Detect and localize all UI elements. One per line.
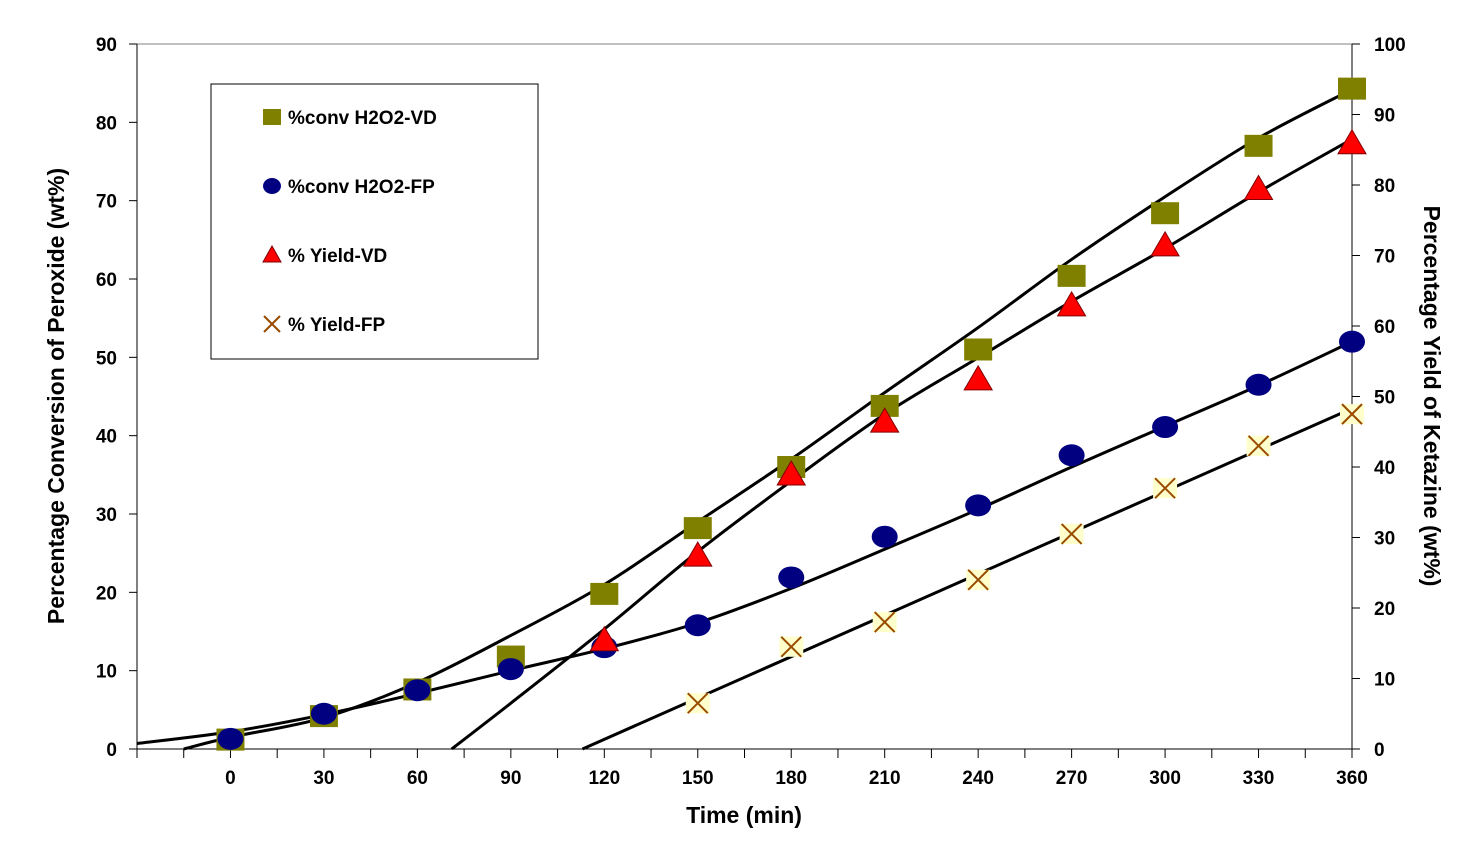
point-x-3-3 (966, 569, 991, 591)
y2-tick-label: 40 (1374, 458, 1395, 479)
point-square-0-10 (1151, 202, 1180, 225)
legend-label-conv-fp: %conv H2O2-FP (288, 177, 435, 198)
y-tick-label: 40 (96, 427, 117, 448)
y2-tick-label: 20 (1374, 599, 1395, 620)
axes: 0 30 60 90 120 150 180 210 240 270 300 330 360010203… (96, 35, 1406, 789)
legend-symbols (262, 109, 282, 333)
point-square-0-8 (964, 338, 993, 361)
point-square-0-12 (1338, 77, 1366, 100)
point-x-3-2-stroke (873, 611, 896, 633)
x-tick-label: 30 (313, 768, 334, 789)
x-tick-label: 150 (682, 768, 714, 789)
point-x-3-6 (1246, 435, 1271, 457)
point-x-3-6-stroke (1247, 435, 1270, 457)
legend-box (210, 83, 539, 360)
y2-tick-label: 30 (1374, 529, 1395, 550)
y2-tick-label: 70 (1374, 247, 1395, 268)
point-square-0-4 (590, 582, 619, 605)
x-axis-title: Time (min) (686, 802, 802, 828)
point-triangle-2-4 (963, 364, 994, 391)
point-x-3-3-stroke (967, 569, 989, 591)
x-tick-label: 270 (1056, 768, 1088, 789)
point-triangle-2-0 (589, 625, 620, 652)
point-x-3-1 (779, 636, 804, 658)
point-circle-1-0 (217, 727, 244, 750)
legend-label-yield-vd: % Yield-VD (288, 246, 387, 267)
point-circle-1-1 (310, 702, 337, 725)
y-tick-label: 60 (96, 270, 117, 291)
legend-label-conv-vd: %conv H2O2-VD (288, 108, 437, 129)
x-tick-label: 120 (588, 768, 620, 789)
point-circle-1-6 (778, 566, 805, 589)
point-square-0-11 (1244, 134, 1273, 157)
point-circle-1-12 (1339, 330, 1365, 353)
point-x-3-0 (685, 692, 710, 714)
point-circle-1-7 (871, 525, 898, 548)
point-circle-1-9 (1058, 444, 1085, 467)
point-circle-1-3 (497, 658, 524, 681)
x-tick-label: 0 (225, 768, 236, 789)
point-x-3-5 (1153, 477, 1178, 499)
y-tick-label: 50 (96, 348, 117, 369)
x-tick-label: 330 (1243, 768, 1275, 789)
point-x-3-7-stroke (1341, 403, 1363, 425)
y2-tick-label: 100 (1374, 35, 1406, 56)
point-square-0-7 (870, 394, 899, 417)
x-tick-label: 210 (869, 768, 901, 789)
point-x-3-4 (1059, 523, 1084, 545)
point-circle-1-2 (404, 679, 431, 702)
y-tick-label: 10 (96, 662, 117, 683)
data-marks (216, 77, 1367, 751)
y2-tick-label: 50 (1374, 388, 1395, 409)
point-x-3-2 (872, 611, 897, 633)
point-circle-1-8 (965, 494, 992, 517)
x-tick-label: 60 (407, 768, 428, 789)
point-square-0-5 (683, 517, 712, 540)
point-x-3-4-stroke (1060, 523, 1083, 545)
point-triangle-2-2 (776, 460, 807, 486)
point-triangle-2-6 (1150, 230, 1180, 257)
x-tick-label: 360 (1336, 768, 1368, 789)
point-triangle-2-1 (682, 541, 713, 567)
point-triangle-2-5 (1056, 290, 1087, 317)
point-triangle-2-3 (869, 407, 900, 433)
y-tick-label: 0 (106, 740, 117, 761)
legend-symbol-2 (262, 244, 282, 263)
point-circle-1-11 (1245, 373, 1272, 396)
legend-symbol-1 (263, 178, 281, 194)
point-x-3-5-stroke (1154, 477, 1176, 499)
legend: %conv H2O2-VD %conv H2O2-FP % Yield-VD %… (210, 83, 539, 360)
y-tick-label: 90 (96, 35, 117, 56)
point-circle-1-5 (684, 614, 711, 637)
x-tick-label: 300 (1149, 768, 1181, 789)
legend-symbol-0 (263, 109, 281, 125)
y-tick-label: 20 (96, 583, 117, 604)
y2-tick-label: 60 (1374, 317, 1395, 338)
point-circle-1-10 (1152, 416, 1179, 439)
legend-symbol-stroke (263, 315, 281, 333)
y-axis-title: Percentage Conversion of Peroxide (wt%) (43, 168, 69, 624)
y2-tick-label: 0 (1374, 740, 1385, 761)
x-tick-label: 180 (775, 768, 807, 789)
legend-label-yield-fp: % Yield-FP (288, 315, 385, 336)
y2-tick-label: 90 (1374, 106, 1395, 127)
x-tick-label: 90 (500, 768, 521, 789)
y-tick-label: 30 (96, 505, 117, 526)
x-tick-label: 240 (962, 768, 994, 789)
point-x-3-1-stroke (780, 636, 802, 658)
y2-tick-label: 10 (1374, 670, 1395, 691)
point-square-0-9 (1057, 264, 1086, 287)
y-tick-label: 80 (96, 113, 117, 134)
y-tick-label: 70 (96, 192, 117, 213)
y2-axis-title: Percentage Yield of Ketazine (wt%) (1419, 206, 1445, 587)
point-triangle-2-8 (1337, 128, 1367, 155)
point-x-3-7 (1340, 403, 1364, 425)
legend-symbol-3 (263, 315, 281, 333)
point-x-3-0-stroke (687, 692, 709, 714)
y2-tick-label: 80 (1374, 176, 1395, 197)
point-triangle-2-7 (1243, 174, 1274, 201)
